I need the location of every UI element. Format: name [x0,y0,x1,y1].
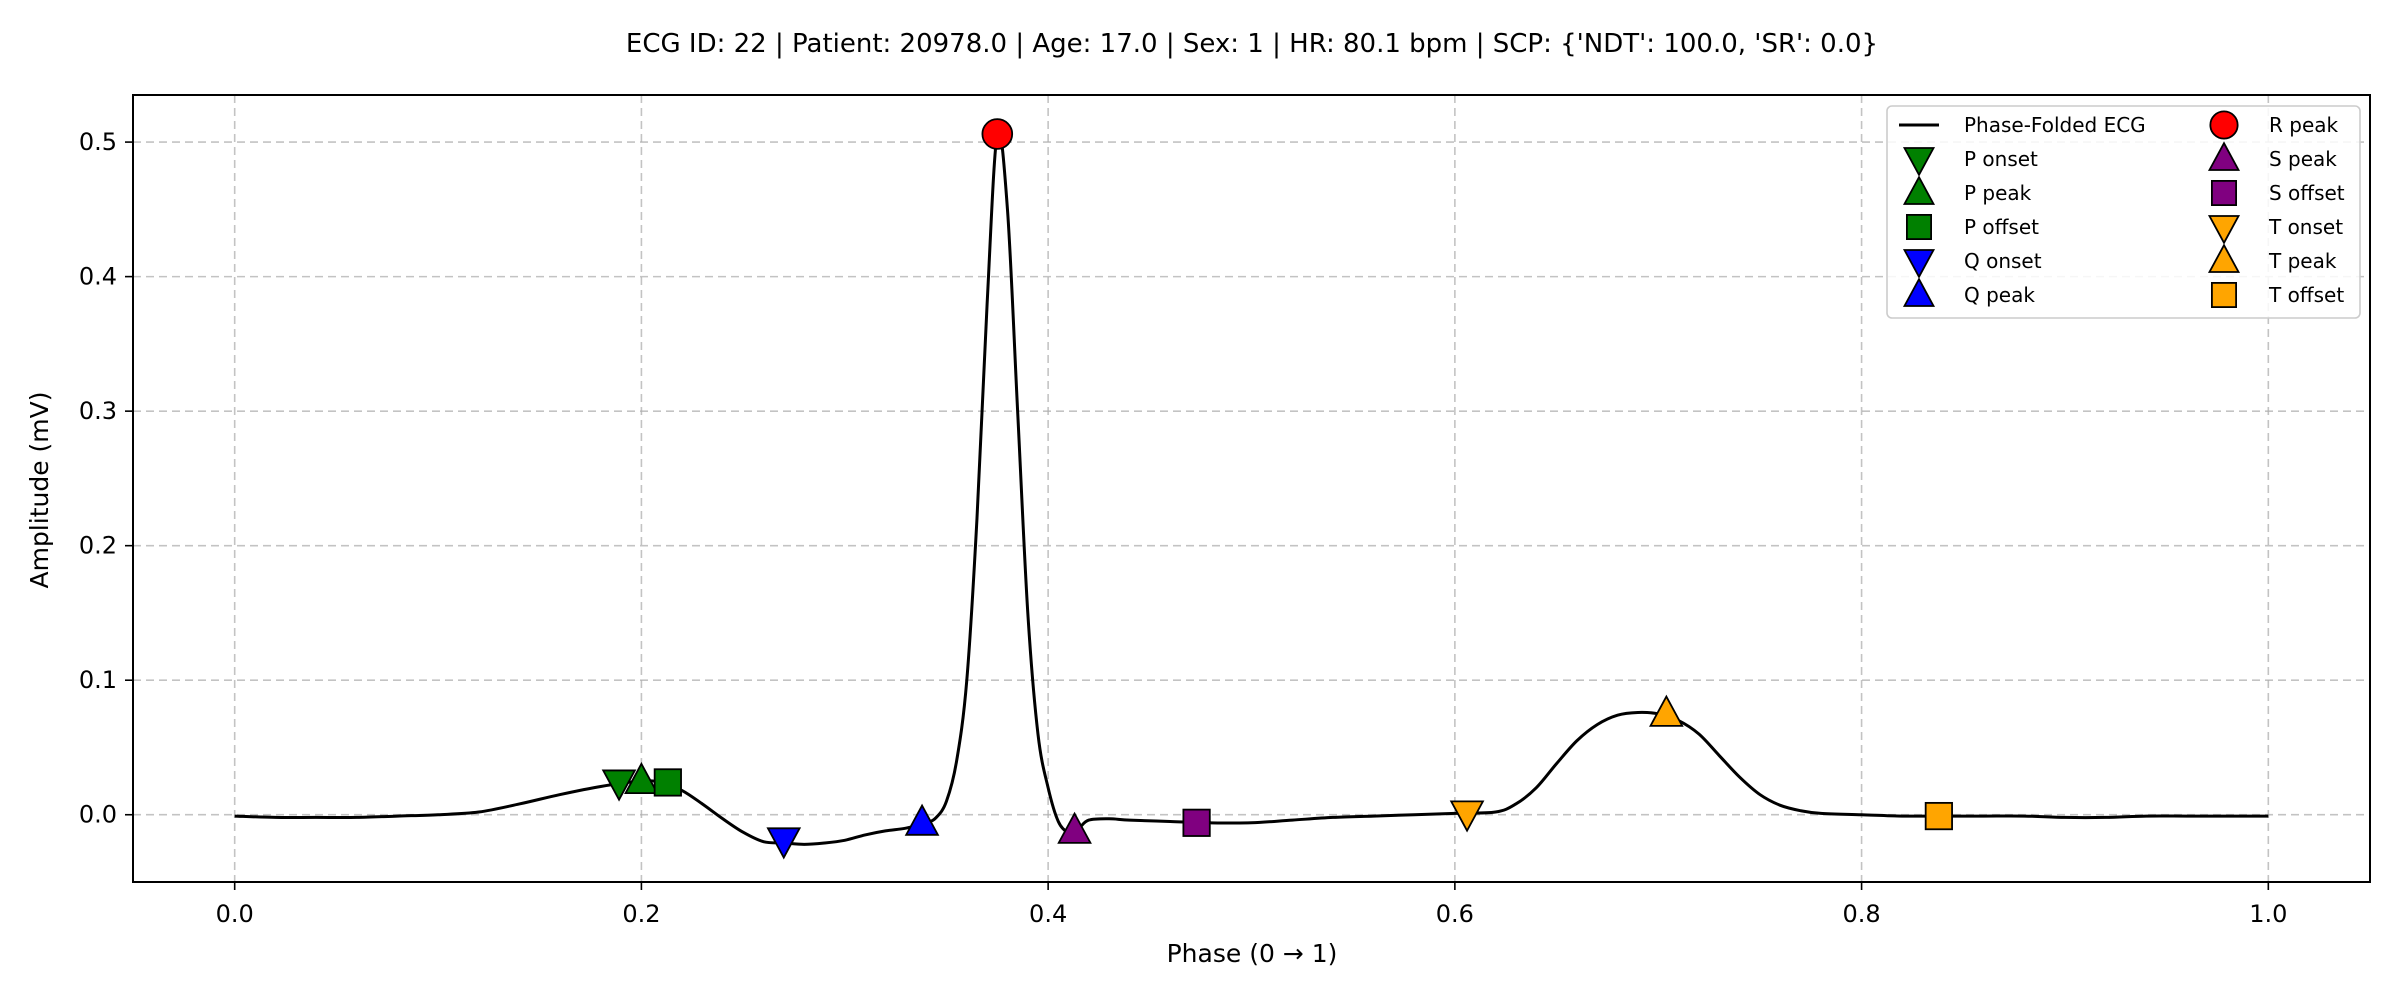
y-tick-label: 0.4 [79,263,117,291]
marker-s-offset [1182,808,1211,837]
legend-marker-r-peak [2209,110,2239,140]
y-axis-label: Amplitude (mV) [25,391,54,588]
legend: Phase-Folded ECG P onset P peak P offset Q o… [1886,105,2361,319]
legend-marker-s-peak [2207,141,2241,171]
x-tick-label: 0.4 [1029,900,1067,928]
legend-label-q-peak: Q peak [1964,283,2035,307]
marker-p-offset [653,768,682,797]
legend-marker-q-onset [1902,249,1936,279]
x-axis: 0.0 0.2 0.4 0.6 0.8 1.0 [216,882,2287,928]
chart-title: ECG ID: 22 | Patient: 20978.0 | Age: 17.… [626,29,1878,59]
legend-marker-t-peak [2207,243,2241,273]
x-tick-label: 0.2 [622,900,660,928]
legend-label-p-offset: P offset [1964,215,2039,239]
x-tick-label: 0.6 [1436,900,1474,928]
legend-marker-s-offset [2210,179,2237,206]
marker-s-peak [1057,811,1092,844]
plot-frame [132,94,2371,883]
x-tick-label: 1.0 [2249,900,2287,928]
marker-p-onset [601,769,637,802]
legend-label-s-offset: S offset [2269,181,2345,205]
legend-label-q-onset: Q onset [1964,249,2042,273]
y-tick-label: 0.3 [79,397,117,425]
marker-q-onset [766,827,802,860]
legend-label-phase-folded-ecg: Phase-Folded ECG [1964,113,2146,137]
y-tick-label: 0.2 [79,532,117,560]
marker-t-offset [1924,801,1953,831]
marker-t-onset [1449,800,1485,833]
y-axis: 0.0 0.1 0.2 0.3 0.4 0.5 [79,128,133,829]
legend-label-r-peak: R peak [2269,113,2339,137]
y-tick-label: 0.1 [79,666,117,694]
legend-marker-p-peak [1902,175,1936,205]
legend-marker-t-offset [2210,281,2237,308]
legend-marker-t-onset [2207,215,2241,245]
marker-q-peak [904,803,940,836]
legend-label-p-peak: P peak [1964,181,2032,205]
legend-marker-p-onset [1902,147,1936,177]
plot-content [234,118,2269,860]
legend-label-p-onset: P onset [1964,147,2038,171]
legend-label-t-onset: T onset [2268,215,2343,239]
marker-t-peak [1649,694,1684,727]
series-line-phase-folded-ecg [234,129,2269,846]
x-axis-label: Phase (0 → 1) [1167,939,1338,968]
legend-label-t-peak: T peak [2268,249,2337,273]
marker-p-peak [624,761,659,795]
x-tick-label: 0.8 [1843,900,1881,928]
legend-box [1886,105,2361,319]
x-tick-label: 0.0 [216,900,254,928]
legend-marker-q-peak [1902,277,1936,307]
y-tick-label: 0.5 [79,128,117,156]
legend-label-t-offset: T offset [2268,283,2344,307]
legend-marker-p-offset [1906,213,1933,240]
y-tick-label: 0.0 [79,801,117,829]
legend-label-s-peak: S peak [2269,147,2337,171]
marker-r-peak [981,118,1014,150]
